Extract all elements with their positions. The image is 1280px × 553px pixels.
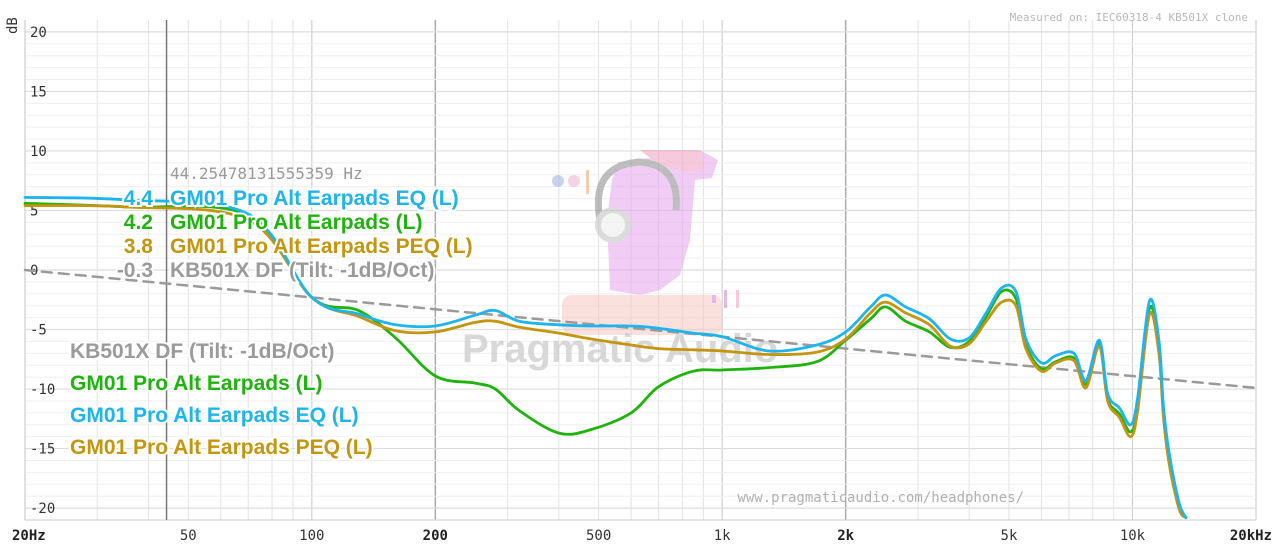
legend[interactable]: KB501X DF (Tilt: -1dB/Oct) GM01 Pro Alt E… — [68, 338, 375, 461]
y-tick-label: -5 — [30, 323, 47, 339]
series-lines — [23, 196, 1258, 519]
x-tick-label: 1k — [714, 528, 731, 544]
measurement-info: Measured on: IEC60318-4 KB501X clone — [1010, 11, 1248, 24]
series-line — [23, 196, 1188, 519]
x-tick-label: 100 — [299, 528, 324, 544]
website-url: www.pragmaticaudio.com/headphones/ — [737, 490, 1024, 506]
cursor-frequency: 44.25478131555359 Hz — [170, 164, 363, 183]
cursor-readout-name: GM01 Pro Alt Earpads EQ (L) — [170, 187, 459, 210]
series-line — [23, 268, 1258, 390]
watermark-text: Pragmatic Audio — [462, 327, 778, 371]
y-tick-label: 15 — [30, 84, 47, 100]
cursor-readout-name: KB501X DF (Tilt: -1dB/Oct) — [170, 259, 434, 282]
y-axis-label: dB — [5, 17, 21, 34]
y-tick-label: 5 — [30, 203, 38, 219]
x-tick-label: 200 — [423, 528, 448, 544]
x-tick-label: 5k — [1001, 528, 1018, 544]
series-line — [23, 201, 1188, 519]
cursor-readout-value: -0.3 — [117, 259, 153, 282]
cursor-readout-value: 4.2 — [124, 211, 153, 234]
x-tick-label: 20Hz — [12, 528, 46, 544]
cursor-readout-value: 3.8 — [124, 235, 154, 258]
legend-item[interactable]: GM01 Pro Alt Earpads PEQ (L) — [68, 434, 375, 461]
watermark-logo — [552, 150, 739, 335]
series-line — [23, 204, 1188, 519]
cursor-readout-name: GM01 Pro Alt Earpads PEQ (L) — [170, 235, 473, 258]
legend-item[interactable]: GM01 Pro Alt Earpads EQ (L) — [68, 402, 361, 429]
y-tick-label: 10 — [30, 144, 47, 160]
x-tick-label: 10k — [1120, 528, 1146, 544]
x-tick-label: 500 — [586, 528, 611, 544]
cursor-readout-value: 4.4 — [124, 187, 154, 210]
legend-item[interactable]: KB501X DF (Tilt: -1dB/Oct) — [68, 338, 336, 365]
y-tick-label: -10 — [30, 382, 55, 398]
x-tick-label: 50 — [180, 528, 197, 544]
legend-item[interactable]: GM01 Pro Alt Earpads (L) — [68, 370, 324, 397]
cursor-readout-name: GM01 Pro Alt Earpads (L) — [170, 211, 422, 234]
y-tick-label: -15 — [30, 442, 55, 458]
x-tick-label: 20kHz — [1230, 528, 1272, 544]
cursor-readout: 44.25478131555359 Hz 4.4 GM01 Pro Alt Ear… — [115, 164, 475, 284]
y-tick-label: -20 — [30, 501, 55, 517]
y-tick-label: 20 — [30, 25, 47, 41]
x-tick-label: 2k — [837, 528, 854, 544]
